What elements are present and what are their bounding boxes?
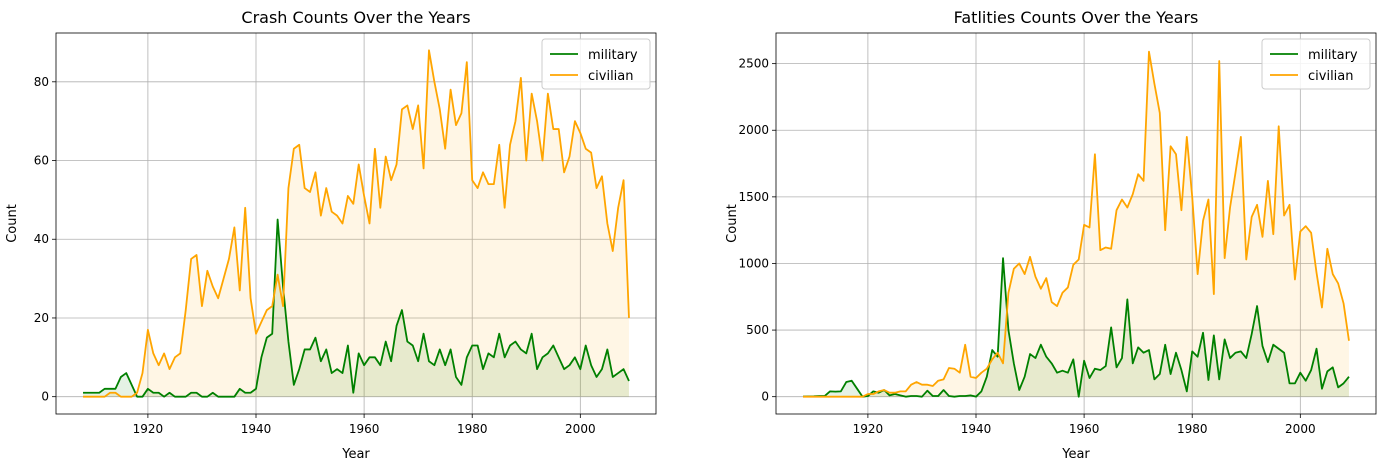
series-line-civilian bbox=[803, 50, 1350, 398]
legend-box bbox=[541, 38, 651, 90]
y-tick-label: 500 bbox=[746, 323, 769, 337]
legend-box bbox=[1261, 38, 1371, 90]
x-tick-label: 1920 bbox=[133, 422, 164, 436]
y-tick-label: 40 bbox=[34, 232, 49, 246]
y-tick-label: 80 bbox=[34, 75, 49, 89]
x-tick-label: 1960 bbox=[349, 422, 380, 436]
y-axis-label: Count bbox=[5, 204, 20, 243]
x-tick-label: 1940 bbox=[241, 422, 272, 436]
series-fill-military bbox=[803, 258, 1349, 397]
axes-frame bbox=[55, 32, 657, 415]
legend-label-military: military bbox=[588, 48, 638, 63]
x-tick-label: 1920 bbox=[853, 422, 884, 436]
x-tick-label: 2000 bbox=[565, 422, 596, 436]
y-tick-label: 2500 bbox=[738, 57, 769, 71]
y-tick-label: 1000 bbox=[738, 256, 769, 270]
series-fill-civilian bbox=[83, 50, 629, 397]
fatalities-counts-chart: 1920 1940 1960 1980 2000 0 500 1000 1500 2000 2500… bbox=[725, 8, 1377, 462]
y-axis-label: Count bbox=[725, 204, 740, 243]
line-layer bbox=[803, 50, 1350, 398]
legend bbox=[1261, 38, 1371, 90]
legend bbox=[541, 38, 651, 90]
x-tick-label: 1980 bbox=[1177, 422, 1208, 436]
series-fill-military bbox=[83, 219, 629, 397]
y-tick-label: 20 bbox=[34, 311, 49, 325]
fill-layer bbox=[803, 51, 1349, 397]
legend-label-civilian: civilian bbox=[1308, 69, 1354, 84]
line-layer bbox=[83, 49, 630, 398]
x-axis-label: Year bbox=[341, 447, 370, 462]
fill-layer bbox=[83, 50, 629, 397]
series-line-military bbox=[803, 257, 1350, 398]
x-axis-label: Year bbox=[1061, 447, 1090, 462]
plot-area: 1920 1940 1960 1980 2000 0 500 1000 1500 2000 2500 bbox=[738, 32, 1377, 436]
series-fill-civilian bbox=[803, 51, 1349, 397]
y-tick-label: 0 bbox=[761, 390, 769, 404]
x-tick-label: 1940 bbox=[961, 422, 992, 436]
chart-title: Fatlities Counts Over the Years bbox=[954, 8, 1199, 27]
legend-label-military: military bbox=[1308, 48, 1358, 63]
axes-frame bbox=[775, 32, 1377, 415]
plot-area: 1920 1940 1960 1980 2000 0 20 40 60 80 bbox=[34, 32, 657, 436]
chart-title: Crash Counts Over the Years bbox=[241, 8, 470, 27]
series-line-military bbox=[83, 218, 630, 398]
legend-label-civilian: civilian bbox=[588, 69, 634, 84]
series-line-civilian bbox=[83, 49, 630, 398]
x-tick-label: 1980 bbox=[457, 422, 488, 436]
x-tick-label: 1960 bbox=[1069, 422, 1100, 436]
y-tick-label: 60 bbox=[34, 154, 49, 168]
crash-counts-chart: 1920 1940 1960 1980 2000 0 20 40 60 80 Crash Coun… bbox=[5, 8, 657, 462]
x-tick-label: 2000 bbox=[1285, 422, 1316, 436]
y-tick-label: 1500 bbox=[738, 190, 769, 204]
y-tick-label: 0 bbox=[41, 390, 49, 404]
y-tick-label: 2000 bbox=[738, 123, 769, 137]
